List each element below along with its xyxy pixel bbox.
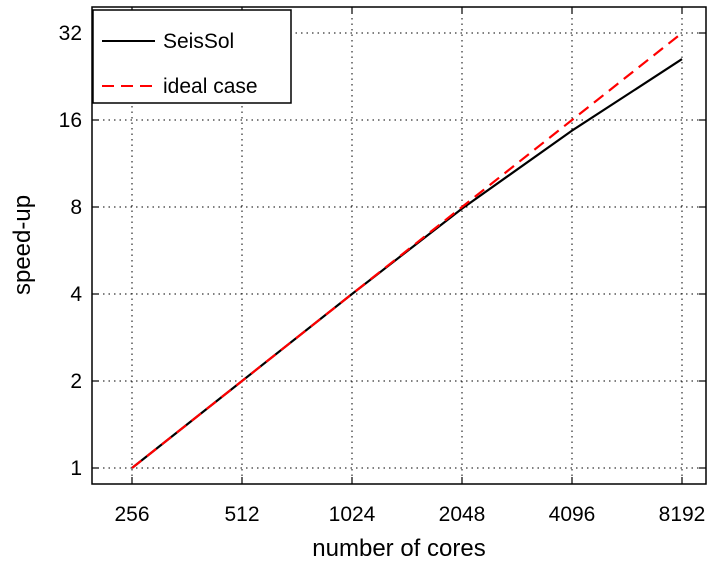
- x-tick-label: 1024: [329, 503, 376, 526]
- legend-label-ideal-case: ideal case: [163, 75, 258, 98]
- plot-frame: [91, 6, 707, 485]
- y-axis-label: speed-up: [9, 195, 36, 295]
- x-axis-label: number of cores: [312, 535, 485, 562]
- x-tick-label: 512: [224, 503, 259, 526]
- series-lines: [131, 32, 683, 469]
- legend-box: [92, 9, 292, 104]
- legend-label-seissol: SeisSol: [163, 30, 234, 53]
- legend: SeisSol ideal case: [92, 9, 292, 104]
- y-tick-label: 16: [59, 109, 82, 132]
- series-line-ideal-case: [131, 32, 683, 469]
- x-tick-label: 256: [114, 503, 149, 526]
- x-tick-label: 4096: [549, 503, 596, 526]
- x-tick-label: 2048: [439, 503, 486, 526]
- y-tick-label: 1: [70, 457, 82, 480]
- y-tick-label: 4: [70, 283, 82, 306]
- axis-ticks: 256 512 1024 2048 4096 8192 1 2 4 8 16 32: [59, 7, 706, 526]
- grid-lines: [92, 7, 706, 484]
- y-tick-label: 2: [70, 370, 82, 393]
- x-tick-label: 8192: [659, 503, 706, 526]
- y-tick-label: 32: [59, 22, 82, 45]
- y-tick-label: 8: [70, 196, 82, 219]
